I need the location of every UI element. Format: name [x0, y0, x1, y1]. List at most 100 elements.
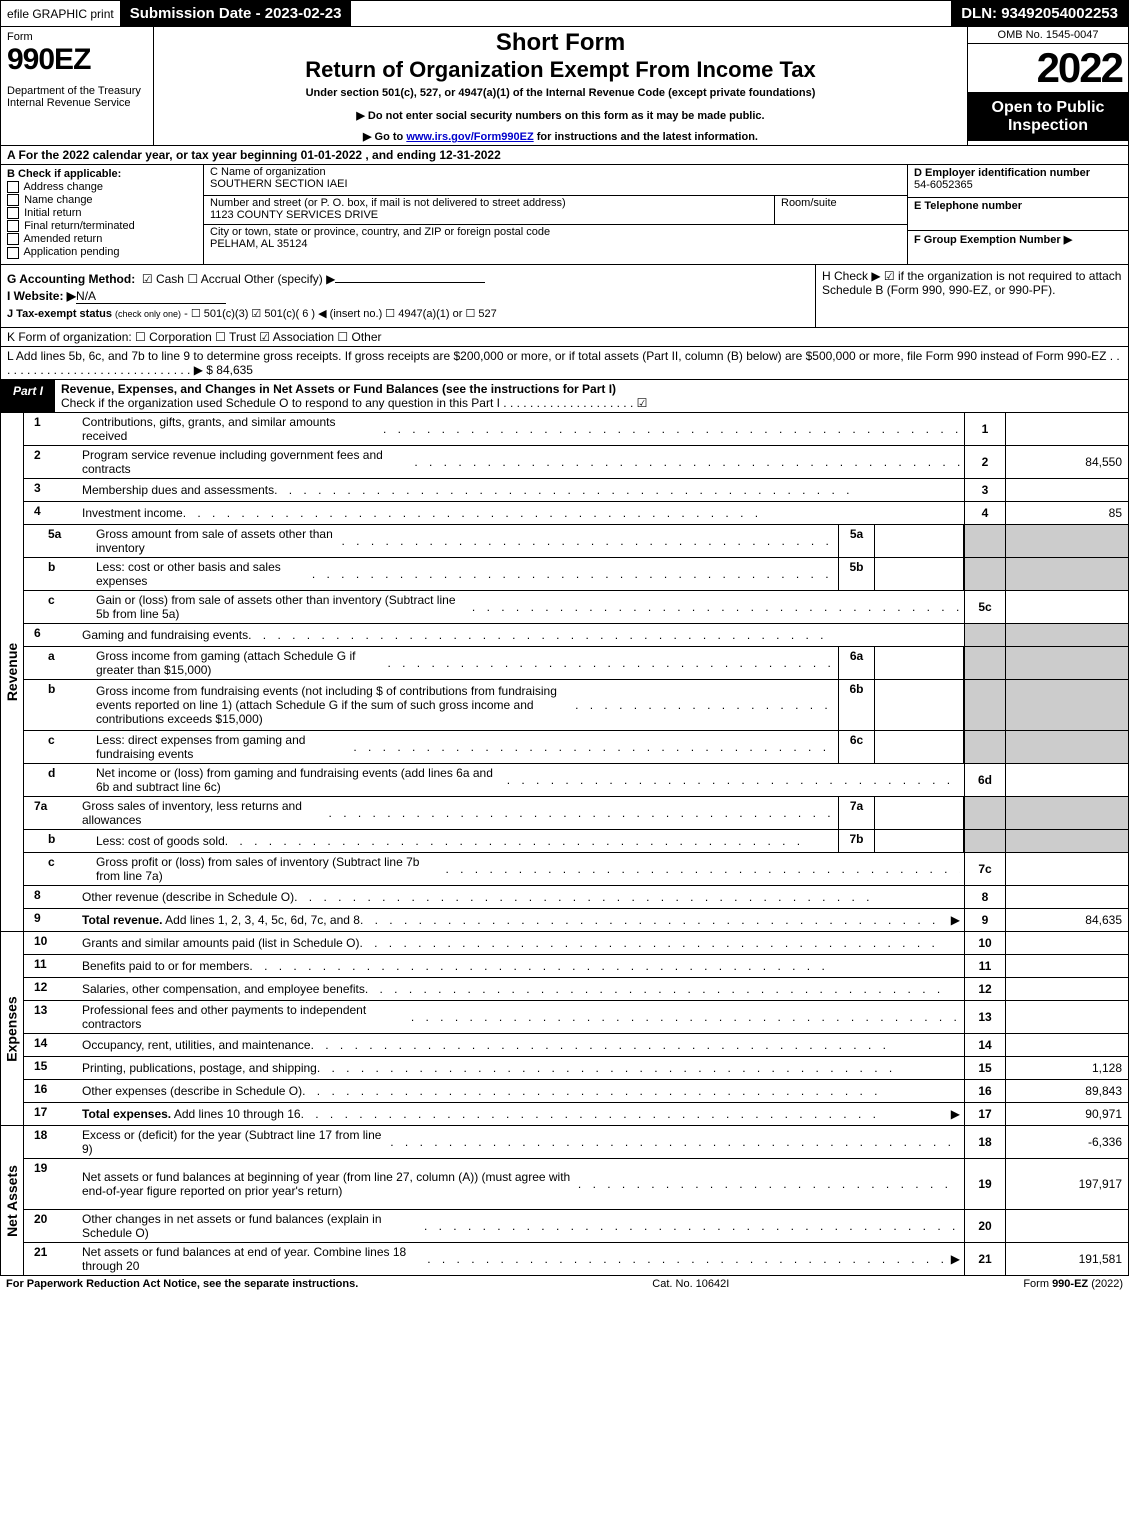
b-org-info: C Name of organization SOUTHERN SECTION …	[204, 165, 907, 264]
box-label	[964, 731, 1005, 763]
line-row: 21Net assets or fund balances at end of …	[24, 1242, 1128, 1275]
line-number: 16	[24, 1080, 78, 1102]
line-number: 14	[24, 1034, 78, 1056]
i-label: I Website: ▶	[7, 289, 76, 303]
line-description: Gross profit or (loss) from sales of inv…	[92, 853, 964, 885]
line-number: 15	[24, 1057, 78, 1079]
box-value	[1005, 624, 1128, 646]
line-row: 2Program service revenue including gover…	[24, 445, 1128, 478]
box-label: 12	[964, 978, 1005, 1000]
efile-label[interactable]: efile GRAPHIC print	[1, 5, 120, 23]
inline-box-value	[875, 680, 964, 730]
expenses-section: Expenses 10Grants and similar amounts pa…	[0, 932, 1129, 1126]
inline-box-label: 6a	[838, 647, 875, 679]
line-row: bLess: cost of goods sold7b	[24, 829, 1128, 852]
box-label: 6d	[964, 764, 1005, 796]
line-description: Gross sales of inventory, less returns a…	[78, 797, 838, 829]
checkbox-final-return[interactable]	[7, 220, 19, 232]
line-row: aGross income from gaming (attach Schedu…	[24, 646, 1128, 679]
line-row: 10Grants and similar amounts paid (list …	[24, 932, 1128, 954]
box-value: 84,635	[1005, 909, 1128, 931]
line-row: 16Other expenses (describe in Schedule O…	[24, 1079, 1128, 1102]
city-value: PELHAM, AL 35124	[210, 238, 901, 250]
form-number: 990EZ	[7, 43, 147, 77]
omb-number: OMB No. 1545-0047	[968, 27, 1128, 44]
box-label: 5c	[964, 591, 1005, 623]
box-value: 90,971	[1005, 1103, 1128, 1125]
f-label: F Group Exemption Number ▶	[914, 234, 1072, 246]
line-description: Total revenue. Add lines 1, 2, 3, 4, 5c,…	[78, 909, 964, 931]
form-word: Form	[7, 31, 147, 43]
open-to-public: Open to Public Inspection	[968, 93, 1128, 141]
box-label: 18	[964, 1126, 1005, 1158]
line-number: 7a	[24, 797, 78, 829]
inline-box-value	[875, 525, 964, 557]
line-number: 9	[24, 909, 78, 931]
line-number: 11	[24, 955, 78, 977]
part1-desc: Revenue, Expenses, and Changes in Net As…	[55, 380, 1128, 412]
box-value	[1005, 853, 1128, 885]
ein-value: 54-6052365	[914, 179, 973, 191]
short-form-title: Short Form	[160, 29, 961, 57]
netassets-side-label: Net Assets	[1, 1126, 24, 1275]
line-description: Other changes in net assets or fund bala…	[78, 1210, 964, 1242]
box-label	[964, 680, 1005, 730]
box-label	[964, 558, 1005, 590]
checkbox-name-change[interactable]	[7, 194, 19, 206]
box-value	[1005, 932, 1128, 954]
box-label	[964, 525, 1005, 557]
box-value	[1005, 680, 1128, 730]
expenses-side-label: Expenses	[1, 932, 24, 1125]
checkbox-amended[interactable]	[7, 233, 19, 245]
part1-header: Part I Revenue, Expenses, and Changes in…	[0, 380, 1129, 413]
box-label	[964, 797, 1005, 829]
line-row: cGross profit or (loss) from sales of in…	[24, 852, 1128, 885]
box-label: 13	[964, 1001, 1005, 1033]
line-description: Less: cost of goods sold	[92, 830, 838, 852]
line-number: 19	[24, 1159, 78, 1209]
line-description: Grants and similar amounts paid (list in…	[78, 932, 964, 954]
line-description: Net income or (loss) from gaming and fun…	[92, 764, 964, 796]
irs-link[interactable]: www.irs.gov/Form990EZ	[406, 131, 533, 143]
box-value	[1005, 731, 1128, 763]
line-description: Less: direct expenses from gaming and fu…	[92, 731, 838, 763]
tax-year: 2022	[968, 44, 1128, 93]
footer-form: Form 990-EZ (2022)	[1023, 1278, 1123, 1290]
box-label: 19	[964, 1159, 1005, 1209]
line-row: 8Other revenue (describe in Schedule O)8	[24, 885, 1128, 908]
inline-box-label: 6b	[838, 680, 875, 730]
d-label: D Employer identification number	[914, 167, 1090, 179]
line-description: Other revenue (describe in Schedule O)	[78, 886, 964, 908]
box-label: 15	[964, 1057, 1005, 1079]
line-number: b	[24, 558, 92, 590]
box-value: 1,128	[1005, 1057, 1128, 1079]
room-suite-label: Room/suite	[775, 196, 907, 224]
inline-box-label: 7a	[838, 797, 875, 829]
inline-box-label: 6c	[838, 731, 875, 763]
line-row: 13Professional fees and other payments t…	[24, 1000, 1128, 1033]
box-label: 21	[964, 1243, 1005, 1275]
box-value	[1005, 413, 1128, 445]
checkbox-address-change[interactable]	[7, 181, 19, 193]
g-label: G Accounting Method:	[7, 272, 135, 286]
line-description: Excess or (deficit) for the year (Subtra…	[78, 1126, 964, 1158]
checkbox-application-pending[interactable]	[7, 247, 19, 259]
box-label: 8	[964, 886, 1005, 908]
line-number: 21	[24, 1243, 78, 1275]
line-row: 14Occupancy, rent, utilities, and mainte…	[24, 1033, 1128, 1056]
line-description: Gross income from gaming (attach Schedul…	[92, 647, 838, 679]
checkbox-initial-return[interactable]	[7, 207, 19, 219]
box-value	[1005, 764, 1128, 796]
inline-box-label: 5a	[838, 525, 875, 557]
inline-box-label: 5b	[838, 558, 875, 590]
line-description: Other expenses (describe in Schedule O)	[78, 1080, 964, 1102]
goto-link: ▶ Go to www.irs.gov/Form990EZ for instru…	[160, 130, 961, 143]
line-row: 9Total revenue. Add lines 1, 2, 3, 4, 5c…	[24, 908, 1128, 931]
line-row: 17Total expenses. Add lines 10 through 1…	[24, 1102, 1128, 1125]
box-value	[1005, 978, 1128, 1000]
line-description: Net assets or fund balances at beginning…	[78, 1159, 964, 1209]
box-label: 3	[964, 479, 1005, 501]
line-number: 5a	[24, 525, 92, 557]
h-text: H Check ▶ ☑ if the organization is not r…	[822, 269, 1122, 297]
revenue-section: Revenue 1Contributions, gifts, grants, a…	[0, 413, 1129, 932]
